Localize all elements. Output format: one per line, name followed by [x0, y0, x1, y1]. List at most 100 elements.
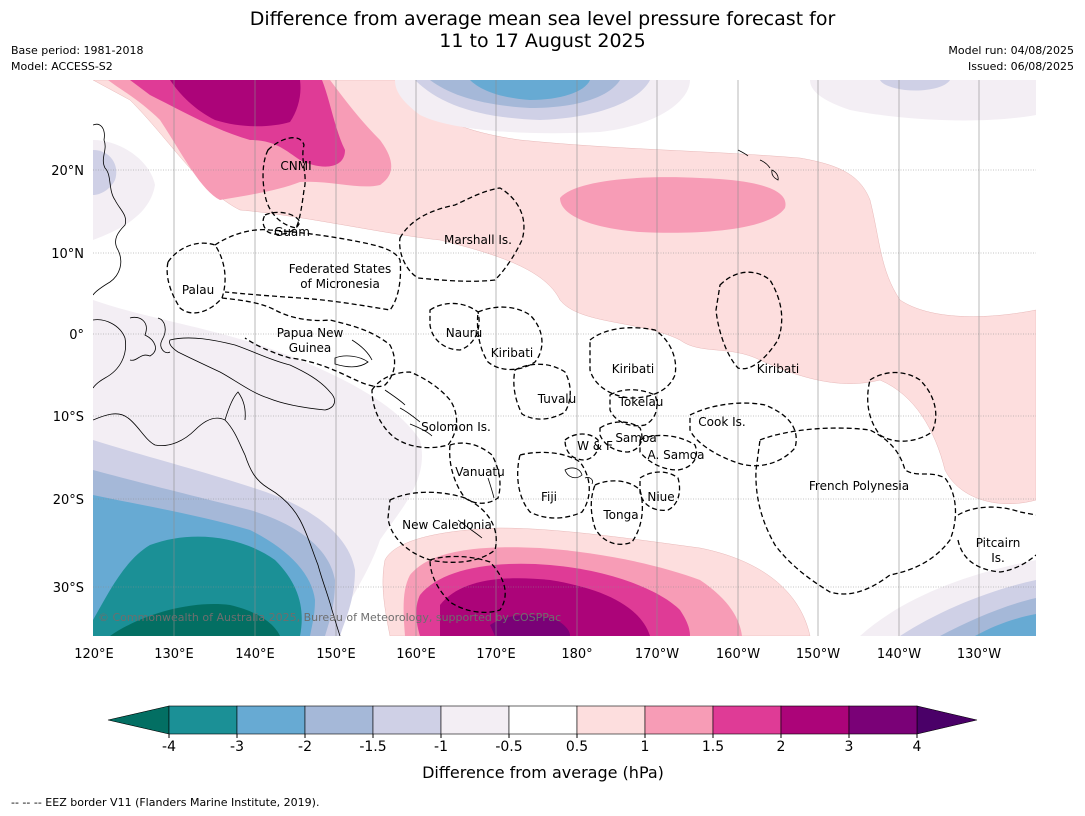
meta-left: Base period: 1981-2018 Model: ACCESS-S2 — [11, 43, 143, 75]
colorbar-segment — [576, 705, 646, 735]
eez-fiji — [517, 451, 590, 519]
lon-label-140e: 140°E — [235, 647, 275, 662]
lat-label-30s: 30°S — [53, 581, 84, 596]
place-label-pitcairn-1: Pitcairn — [976, 536, 1021, 550]
eez-samoa — [599, 421, 643, 453]
lon-label-150e: 150°E — [316, 647, 356, 662]
eez-marshall — [399, 187, 525, 282]
lat-gridlines — [93, 169, 1036, 588]
colorbar-tick-label: 0.5 — [566, 739, 588, 755]
model-text: Model: ACCESS-S2 — [11, 60, 113, 73]
eez-kiribati-east — [715, 271, 783, 370]
eez-cnmi — [262, 137, 306, 229]
colorbar-segment — [440, 705, 510, 735]
colorbar-segment — [848, 705, 918, 735]
colorbar-segment — [780, 705, 850, 735]
coast-borneo — [93, 319, 127, 389]
eez-french-polynesia — [755, 427, 957, 595]
place-label-fsm-1: Federated States — [289, 262, 391, 276]
place-label-wallis-futuna: W & F — [577, 439, 613, 453]
lon-axis: 120°E 130°E 140°E 150°E 160°E 170°E 180°… — [74, 647, 1001, 662]
colorbar-tick-label: 1 — [641, 739, 650, 755]
base-period-text: Base period: 1981-2018 — [11, 44, 144, 57]
coastlines — [93, 123, 779, 636]
coast-australia — [93, 413, 341, 636]
contour-northeast-neg-1 — [880, 80, 950, 91]
contour-northeast-neg — [810, 80, 1036, 121]
colorbar-ticks: -4 -3 -2 -1.5 -1 -0.5 0.5 1 1.5 2 3 4 — [162, 734, 922, 755]
contour-south-3 — [490, 614, 570, 636]
colorbar-segment — [304, 705, 374, 735]
colorbar-tick-label: -1 — [434, 739, 448, 755]
lat-label-20n: 20°N — [51, 164, 84, 179]
place-label-nauru: Nauru — [446, 326, 482, 340]
contour-sw-neg-3 — [93, 536, 302, 636]
eez-vanuatu — [449, 442, 501, 504]
eez-borders — [166, 137, 1036, 613]
colorbar: -4 -3 -2 -1.5 -1 -0.5 0.5 1 1.5 2 3 4 Difference fr… — [107, 705, 978, 782]
coast-fiji — [564, 467, 593, 485]
place-label-cnmi: CNMI — [280, 159, 311, 173]
place-label-kiribati-central: Kiribati — [612, 362, 654, 376]
colorbar-segment — [168, 705, 238, 735]
colorbar-segment — [644, 705, 714, 735]
issued-text: Issued: 06/08/2025 — [967, 60, 1074, 73]
coast-halmahera — [157, 317, 171, 354]
coast-hawaii — [737, 149, 779, 181]
lon-label-160w: 160°W — [716, 647, 760, 662]
lat-label-0: 0° — [69, 328, 84, 343]
coast-new-britain — [334, 355, 369, 368]
lat-label-20s: 20°S — [53, 493, 84, 508]
colorbar-segment — [712, 705, 782, 735]
coast-solomon — [384, 389, 433, 437]
model-run-text: Model run: 04/08/2025 — [948, 44, 1074, 57]
place-label-fsm-2: of Micronesia — [300, 277, 380, 291]
eez-pitcairn — [957, 506, 1036, 573]
eez-kiribati-west — [476, 306, 543, 371]
place-label-niue: Niue — [647, 490, 674, 504]
place-label-vanuatu: Vanuatu — [455, 465, 505, 479]
gridlines — [173, 80, 980, 636]
coast-philippines — [93, 123, 127, 296]
colorbar-tick-label: 2 — [777, 739, 786, 755]
coast-new-caledonia — [457, 519, 483, 539]
eez-solomon — [371, 371, 458, 449]
place-label-png-2: Guinea — [289, 341, 332, 355]
lat-label-10s: 10°S — [53, 410, 84, 425]
meta-right: Model run: 04/08/2025 Issued: 06/08/2025 — [948, 43, 1074, 75]
lon-label-130e: 130°E — [154, 647, 194, 662]
eez-fsm — [214, 229, 402, 311]
lon-label-130w: 130°W — [957, 647, 1001, 662]
lon-label-140w: 140°W — [877, 647, 921, 662]
colorbar-tick-label: 4 — [913, 739, 922, 755]
eez-kiribati-phoenix — [589, 327, 677, 399]
lon-label-170w: 170°W — [635, 647, 679, 662]
colorbar-tick-label: -0.5 — [495, 739, 522, 755]
coast-new-ireland — [351, 339, 373, 361]
copyright-text: © Commonwealth of Australia 2025, Bureau… — [98, 611, 561, 624]
place-label-samoa: Samoa — [615, 431, 656, 445]
chart-title: Difference from average mean sea level p… — [0, 8, 1085, 52]
place-label-french-polynesia: French Polynesia — [809, 479, 909, 493]
lat-label-10n: 10°N — [51, 247, 84, 262]
colorbar-tick-label: -2 — [298, 739, 312, 755]
place-label-tuvalu: Tuvalu — [537, 392, 577, 406]
eez-cook — [689, 402, 797, 467]
contour-se-neg-2 — [975, 614, 1036, 636]
contour-south-2 — [440, 578, 650, 636]
colorbar-under-arrow — [107, 705, 170, 735]
colorbar-segment — [236, 705, 306, 735]
coast-new-guinea — [169, 337, 335, 411]
coast-vanuatu — [487, 477, 495, 499]
place-label-pitcairn-2: Is. — [991, 551, 1005, 565]
eez-nauru — [429, 302, 480, 351]
colorbar-segment — [508, 705, 578, 735]
eez-nc-south — [429, 555, 506, 613]
map-area: CNMI Guam Marshall Is. Federated States … — [93, 80, 1036, 636]
place-labels: CNMI Guam Marshall Is. Federated States … — [182, 159, 1020, 565]
lat-axis: 20°N 10°N 0° 10°S 20°S 30°S — [51, 164, 84, 596]
lon-label-160e: 160°E — [396, 647, 436, 662]
place-label-png-1: Papua New — [277, 326, 344, 340]
colorbar-label: Difference from average (hPa) — [422, 763, 664, 782]
